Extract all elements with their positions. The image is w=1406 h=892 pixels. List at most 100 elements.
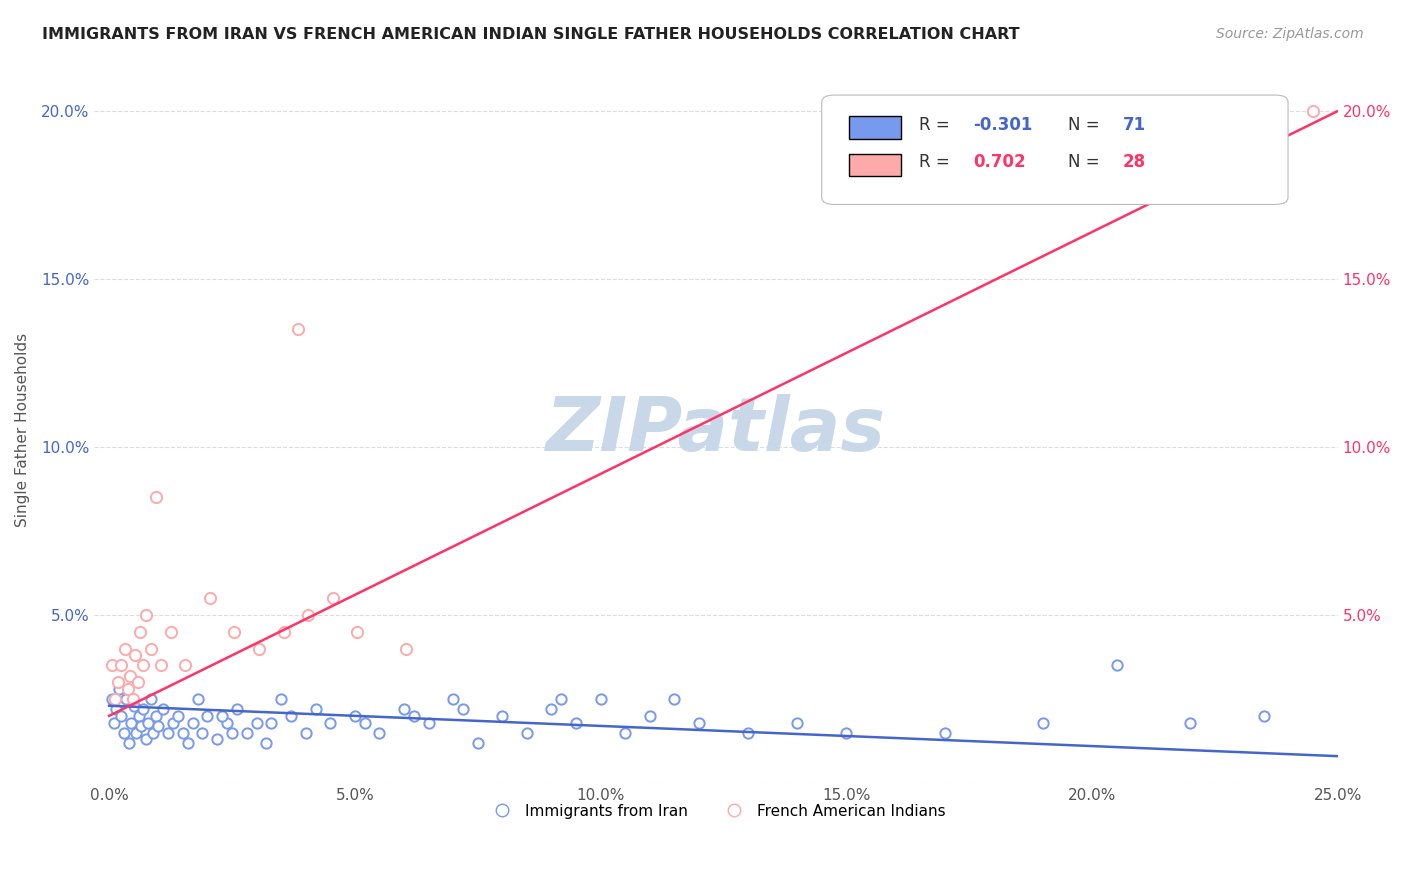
Point — [198, 591, 221, 606]
Point — [117, 681, 139, 696]
Point — [115, 692, 138, 706]
Point — [346, 624, 368, 639]
Point — [688, 715, 710, 730]
Point — [589, 692, 612, 706]
Point — [638, 709, 661, 723]
Point — [467, 736, 489, 750]
FancyBboxPatch shape — [821, 95, 1288, 204]
Point — [118, 736, 141, 750]
Point — [1302, 103, 1324, 118]
Y-axis label: Single Father Households: Single Father Households — [15, 334, 30, 527]
Point — [368, 725, 391, 739]
Point — [148, 719, 170, 733]
Point — [322, 591, 344, 606]
Point — [174, 658, 197, 673]
Point — [1180, 715, 1202, 730]
Point — [127, 675, 149, 690]
Point — [131, 658, 153, 673]
Point — [540, 702, 562, 716]
Point — [287, 322, 309, 336]
Point — [100, 692, 122, 706]
Point — [247, 641, 270, 656]
Point — [110, 658, 132, 673]
Text: R =: R = — [918, 116, 955, 134]
Point — [280, 709, 302, 723]
Point — [1105, 658, 1128, 673]
Point — [110, 709, 132, 723]
Point — [125, 725, 148, 739]
Point — [121, 692, 143, 706]
Point — [270, 692, 292, 706]
Point — [157, 725, 180, 739]
Point — [221, 725, 243, 739]
Point — [135, 732, 157, 747]
Point — [211, 709, 233, 723]
Point — [254, 736, 277, 750]
Point — [142, 725, 165, 739]
Point — [172, 725, 194, 739]
Point — [104, 692, 127, 706]
FancyBboxPatch shape — [849, 153, 901, 177]
Text: R =: R = — [918, 153, 955, 171]
Text: N =: N = — [1069, 116, 1105, 134]
Point — [128, 624, 150, 639]
Point — [135, 608, 157, 623]
Point — [1253, 709, 1275, 723]
Point — [118, 668, 141, 682]
Text: 0.702: 0.702 — [973, 153, 1026, 171]
Point — [565, 715, 588, 730]
Point — [159, 624, 181, 639]
Point — [112, 725, 135, 739]
Point — [392, 702, 415, 716]
Point — [139, 692, 162, 706]
Point — [215, 715, 238, 730]
Point — [451, 702, 474, 716]
Point — [114, 641, 136, 656]
Text: -0.301: -0.301 — [973, 116, 1033, 134]
Point — [260, 715, 283, 730]
Point — [614, 725, 637, 739]
Point — [835, 725, 858, 739]
Point — [181, 715, 204, 730]
Point — [152, 702, 174, 716]
Point — [353, 715, 375, 730]
Point — [197, 709, 219, 723]
Text: 28: 28 — [1122, 153, 1146, 171]
Point — [786, 715, 808, 730]
Point — [550, 692, 572, 706]
Point — [132, 702, 155, 716]
Point — [120, 715, 142, 730]
Point — [225, 702, 247, 716]
Point — [100, 658, 122, 673]
Point — [108, 681, 131, 696]
Point — [235, 725, 257, 739]
Text: 71: 71 — [1122, 116, 1146, 134]
Text: N =: N = — [1069, 153, 1105, 171]
Point — [737, 725, 759, 739]
Point — [187, 692, 209, 706]
Point — [297, 608, 319, 623]
Point — [418, 715, 440, 730]
Point — [516, 725, 538, 739]
Point — [191, 725, 214, 739]
FancyBboxPatch shape — [849, 116, 901, 139]
Point — [294, 725, 316, 739]
Point — [304, 702, 326, 716]
Text: IMMIGRANTS FROM IRAN VS FRENCH AMERICAN INDIAN SINGLE FATHER HOUSEHOLDS CORRELAT: IMMIGRANTS FROM IRAN VS FRENCH AMERICAN … — [42, 27, 1019, 42]
Legend: Immigrants from Iran, French American Indians: Immigrants from Iran, French American In… — [481, 797, 952, 825]
Point — [162, 715, 184, 730]
Point — [343, 709, 366, 723]
Point — [491, 709, 513, 723]
Point — [395, 641, 418, 656]
Point — [124, 648, 146, 663]
Point — [441, 692, 464, 706]
Point — [145, 709, 167, 723]
Point — [149, 658, 172, 673]
Point — [105, 702, 128, 716]
Point — [139, 641, 162, 656]
Point — [664, 692, 686, 706]
Point — [1032, 715, 1054, 730]
Point — [245, 715, 267, 730]
Point — [138, 715, 160, 730]
Point — [145, 491, 167, 505]
